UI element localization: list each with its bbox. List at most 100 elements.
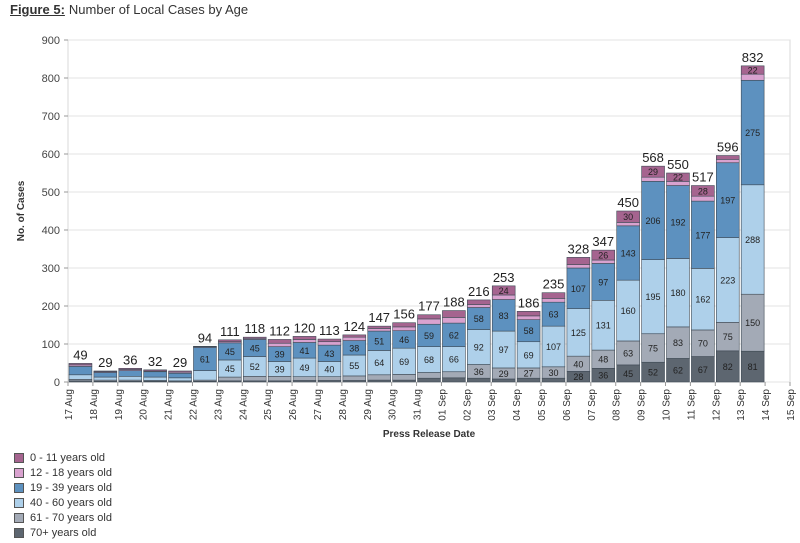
x-tick-label: 21 Aug xyxy=(164,389,175,420)
segment-data-label: 45 xyxy=(623,369,633,379)
bar-segment xyxy=(740,65,765,75)
total-label: 156 xyxy=(393,307,415,322)
bar-segment xyxy=(292,376,317,381)
segment-data-label: 131 xyxy=(596,321,611,331)
bar-segment xyxy=(467,299,491,305)
segment-data-label: 26 xyxy=(598,251,608,261)
segment-data-label: 160 xyxy=(621,306,636,316)
segment-data-label: 82 xyxy=(723,362,733,372)
y-tick-label: 100 xyxy=(42,339,60,351)
segment-data-label: 69 xyxy=(399,357,409,367)
segment-data-label: 150 xyxy=(745,318,760,328)
legend-label: 19 - 39 years old xyxy=(30,481,112,494)
x-tick-label: 12 Sep xyxy=(711,389,722,421)
segment-data-label: 49 xyxy=(300,363,310,373)
segment-data-label: 107 xyxy=(546,342,561,352)
bar-segment xyxy=(491,285,516,296)
segment-data-label: 28 xyxy=(573,372,583,382)
total-label: 147 xyxy=(368,310,390,325)
legend-label: 70+ years old xyxy=(30,526,97,539)
segment-data-label: 24 xyxy=(499,286,509,296)
segment-data-label: 197 xyxy=(720,196,735,206)
segment-data-label: 30 xyxy=(623,212,633,222)
total-label: 111 xyxy=(220,324,240,339)
x-tick-label: 23 Aug xyxy=(213,389,224,420)
bar-segment xyxy=(118,370,142,377)
bar-segment xyxy=(292,339,317,343)
segment-data-label: 75 xyxy=(723,332,733,342)
legend-swatch xyxy=(14,482,24,493)
total-label: 94 xyxy=(198,330,212,345)
bar-segment xyxy=(143,376,167,381)
bar-segment xyxy=(242,375,267,382)
segment-data-label: 59 xyxy=(424,331,434,341)
bar-segment xyxy=(417,318,441,325)
segment-data-label: 64 xyxy=(374,358,384,368)
bar-segment xyxy=(143,371,167,378)
segment-data-label: 58 xyxy=(474,314,484,324)
segment-data-label: 107 xyxy=(571,284,586,294)
segment-data-label: 125 xyxy=(571,328,586,338)
bar-segment xyxy=(93,376,118,381)
bar-segment xyxy=(541,377,566,383)
segment-data-label: 67 xyxy=(698,365,708,375)
segment-data-label: 63 xyxy=(548,310,558,320)
bar-segment xyxy=(716,155,740,160)
figure-title-text: Number of Local Cases by Age xyxy=(68,2,249,17)
bar-segment xyxy=(716,159,740,164)
y-tick-label: 200 xyxy=(42,301,60,313)
segment-data-label: 97 xyxy=(598,277,608,287)
bar-segment xyxy=(342,336,367,341)
bar-segment xyxy=(616,222,640,227)
segment-data-label: 52 xyxy=(648,368,658,378)
segment-data-label: 63 xyxy=(623,348,633,358)
total-label: 177 xyxy=(418,299,440,314)
bar-segment xyxy=(118,368,142,370)
segment-data-label: 97 xyxy=(499,345,509,355)
legend-swatch xyxy=(14,467,24,478)
bar-segment xyxy=(118,375,142,381)
y-tick-label: 400 xyxy=(42,225,60,237)
x-tick-label: 19 Aug xyxy=(114,389,125,420)
segment-data-label: 41 xyxy=(300,346,310,356)
y-tick-label: 600 xyxy=(42,149,60,161)
total-label: 112 xyxy=(269,323,290,338)
total-label: 347 xyxy=(592,234,614,249)
bar-segment xyxy=(566,264,591,269)
total-label: 216 xyxy=(468,284,490,299)
bar-segment xyxy=(68,363,93,366)
x-tick-label: 31 Aug xyxy=(413,389,424,420)
segment-data-label: 27 xyxy=(524,369,534,379)
total-label: 253 xyxy=(493,270,515,285)
chart-legend: 0 - 11 years old 12 - 18 years old 19 - 39… xyxy=(14,450,112,540)
bar-segment xyxy=(417,377,441,383)
segment-data-label: 40 xyxy=(573,359,583,369)
y-tick-label: 300 xyxy=(42,263,60,275)
segment-data-label: 206 xyxy=(646,216,661,226)
bar-segment xyxy=(417,314,441,320)
total-label: 188 xyxy=(443,295,465,310)
figure-title: Figure 5: Number of Local Cases by Age xyxy=(10,2,248,17)
segment-data-label: 43 xyxy=(324,349,334,359)
legend-label: 61 - 70 years old xyxy=(30,511,112,524)
x-tick-label: 27 Aug xyxy=(313,389,324,420)
y-tick-label: 800 xyxy=(42,73,60,85)
bar-segment xyxy=(68,366,93,376)
y-tick-label: 700 xyxy=(42,111,60,123)
x-tick-label: 20 Aug xyxy=(139,389,150,420)
segment-data-label: 45 xyxy=(225,347,235,357)
total-label: 36 xyxy=(123,352,137,367)
bar-segment xyxy=(267,375,292,382)
bar-segment xyxy=(516,315,541,320)
segment-data-label: 45 xyxy=(225,364,235,374)
y-axis-label: No. of Cases xyxy=(16,180,27,241)
x-tick-label: 03 Sep xyxy=(487,389,498,421)
bar-segment xyxy=(666,172,690,182)
bar-segment xyxy=(591,249,616,261)
segment-data-label: 36 xyxy=(598,371,608,381)
legend-item: 19 - 39 years old xyxy=(14,480,112,495)
segment-data-label: 22 xyxy=(748,66,758,76)
x-tick-label: 29 Aug xyxy=(363,389,374,420)
segment-data-label: 58 xyxy=(524,326,534,336)
segment-data-label: 52 xyxy=(250,362,260,372)
